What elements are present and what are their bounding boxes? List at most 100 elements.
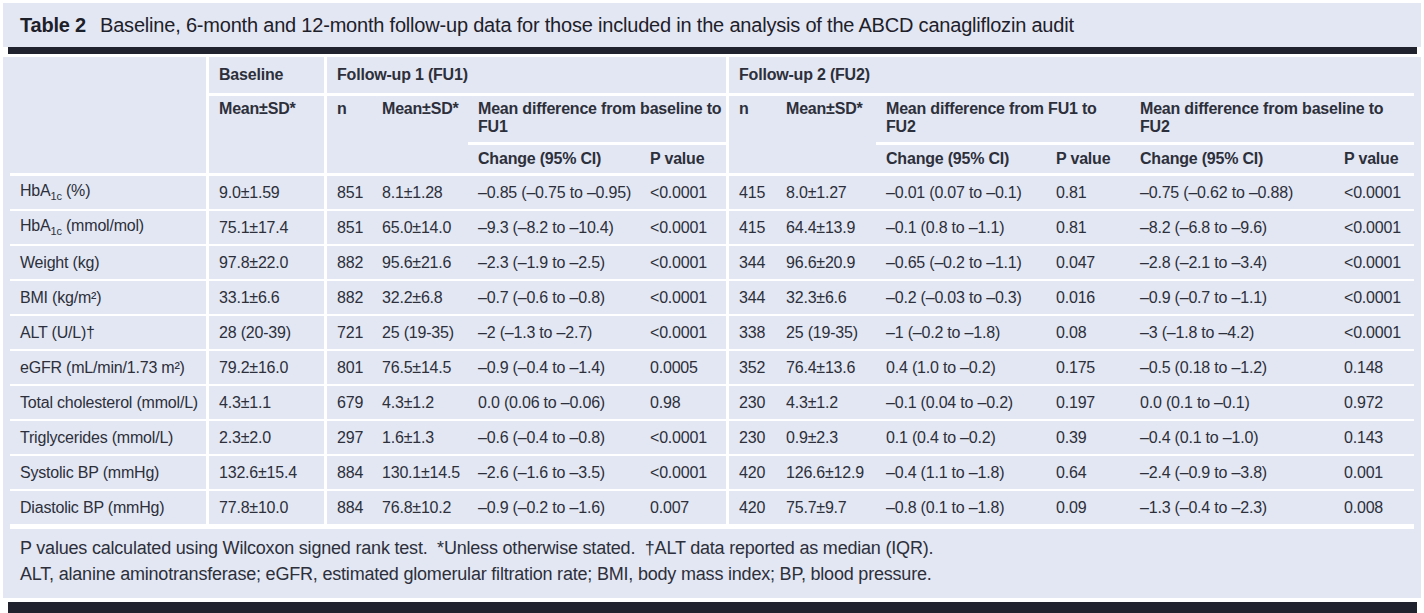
cell-b2-change: –8.2 (–6.8 to –9.6)	[1130, 211, 1334, 246]
cell-fu2-p: 0.81	[1046, 176, 1130, 211]
cell-fu2-change: –0.2 (–0.03 to –0.3)	[876, 281, 1046, 316]
row-label: ALT (U/L)†	[10, 316, 206, 351]
cell-fu2-change: –0.8 (0.1 to –1.8)	[876, 491, 1046, 526]
cell-b2-change: –0.9 (–0.7 to –1.1)	[1130, 281, 1334, 316]
cell-fu1-p: <0.0001	[640, 421, 726, 456]
cell-fu2-change: –0.01 (0.07 to –0.1)	[876, 176, 1046, 211]
cell-fu1-mean: 1.6±1.3	[372, 421, 468, 456]
footnote-abbreviations: ALT, alanine aminotransferase; eGFR, est…	[20, 561, 1414, 587]
footnotes: P values calculated using Wilcoxon signe…	[10, 526, 1414, 587]
cell-fu2-mean: 32.3±6.6	[776, 281, 876, 316]
cell-baseline: 79.2±16.0	[206, 351, 324, 386]
cell-fu1-mean: 32.2±6.8	[372, 281, 468, 316]
cell-fu1-n: 851	[324, 176, 372, 211]
cell-fu1-mean: 8.1±1.28	[372, 176, 468, 211]
cell-b2-change: –0.4 (0.1 to –1.0)	[1130, 421, 1334, 456]
cell-b2-change: –0.75 (–0.62 to –0.88)	[1130, 176, 1334, 211]
cell-fu2-n: 230	[726, 421, 776, 456]
header-fu2-mean-sd: Mean±SD*	[776, 96, 876, 176]
cell-fu2-p: 0.175	[1046, 351, 1130, 386]
cell-fu2-p: 0.39	[1046, 421, 1130, 456]
row-label-subscript: 1c	[51, 226, 62, 238]
table-row: eGFR (mL/min/1.73 m²)79.2±16.080176.5±14…	[10, 351, 1414, 386]
table-number: Table 2	[20, 14, 86, 37]
table-row: Triglycerides (mmol/L)2.3±2.02971.6±1.3–…	[10, 421, 1414, 456]
header-diff-baseline-fu2: Mean difference from baseline to FU2	[1130, 96, 1414, 145]
cell-fu2-n: 344	[726, 281, 776, 316]
cell-fu2-mean: 25 (19-35)	[776, 316, 876, 351]
cell-fu2-mean: 76.4±13.6	[776, 351, 876, 386]
cell-fu2-n: 415	[726, 176, 776, 211]
cell-fu1-n: 851	[324, 211, 372, 246]
cell-fu1-mean: 76.5±14.5	[372, 351, 468, 386]
cell-b2-p: <0.0001	[1334, 246, 1414, 281]
row-label-text: ALT (U/L)†	[20, 324, 95, 341]
header-fu2-pvalue: P value	[1046, 145, 1130, 176]
row-label-text: Diastolic BP (mmHg)	[20, 499, 164, 516]
header-b2-pvalue: P value	[1334, 145, 1414, 176]
cell-fu2-mean: 4.3±1.2	[776, 386, 876, 421]
cell-fu1-p: <0.0001	[640, 316, 726, 351]
header-fu2-n: n	[726, 96, 776, 176]
cell-b2-p: <0.0001	[1334, 176, 1414, 211]
cell-fu1-change: –0.85 (–0.75 to –0.95)	[468, 176, 640, 211]
cell-fu1-change: –0.7 (–0.6 to –0.8)	[468, 281, 640, 316]
cell-fu2-n: 420	[726, 456, 776, 491]
table-row: Diastolic BP (mmHg)77.8±10.088476.8±10.2…	[10, 491, 1414, 526]
table-row: Total cholesterol (mmol/L)4.3±1.16794.3±…	[10, 386, 1414, 421]
cell-fu2-p: 0.81	[1046, 211, 1130, 246]
cell-fu1-mean: 95.6±21.6	[372, 246, 468, 281]
row-label: BMI (kg/m²)	[10, 281, 206, 316]
cell-b2-change: 0.0 (0.1 to –0.1)	[1130, 386, 1334, 421]
row-label: eGFR (mL/min/1.73 m²)	[10, 351, 206, 386]
cell-baseline: 9.0±1.59	[206, 176, 324, 211]
cell-fu1-change: –0.6 (–0.4 to –0.8)	[468, 421, 640, 456]
cell-fu1-mean: 76.8±10.2	[372, 491, 468, 526]
header-fu2-group: Follow-up 2 (FU2)	[726, 57, 1414, 96]
table-row: HbA1c (%)9.0±1.598518.1±1.28–0.85 (–0.75…	[10, 176, 1414, 211]
cell-fu1-change: –0.9 (–0.2 to –1.6)	[468, 491, 640, 526]
cell-fu2-change: 0.4 (1.0 to –0.2)	[876, 351, 1046, 386]
row-label-text: (%)	[62, 182, 91, 199]
cell-b2-p: 0.148	[1334, 351, 1414, 386]
cell-fu1-p: <0.0001	[640, 456, 726, 491]
row-label: HbA1c (%)	[10, 176, 206, 211]
cell-b2-change: –1.3 (–0.4 to –2.3)	[1130, 491, 1334, 526]
cell-fu2-change: –0.1 (0.04 to –0.2)	[876, 386, 1046, 421]
cell-fu1-change: 0.0 (0.06 to –0.06)	[468, 386, 640, 421]
header-group-row: Baseline Follow-up 1 (FU1) Follow-up 2 (…	[10, 57, 1414, 96]
header-fu1-mean-sd: Mean±SD*	[372, 96, 468, 176]
row-label-text: HbA	[20, 182, 51, 199]
cell-fu1-mean: 25 (19-35)	[372, 316, 468, 351]
cell-baseline: 28 (20-39)	[206, 316, 324, 351]
cell-fu2-change: –0.65 (–0.2 to –1.1)	[876, 246, 1046, 281]
header-fu2-change: Change (95% CI)	[876, 145, 1046, 176]
row-label-text: BMI (kg/m²)	[20, 289, 101, 306]
cell-b2-change: –3 (–1.8 to –4.2)	[1130, 316, 1334, 351]
cell-b2-p: <0.0001	[1334, 281, 1414, 316]
cell-fu2-change: –1 (–0.2 to –1.8)	[876, 316, 1046, 351]
cell-fu2-p: 0.09	[1046, 491, 1130, 526]
cell-fu1-mean: 130.1±14.5	[372, 456, 468, 491]
row-label: Total cholesterol (mmol/L)	[10, 386, 206, 421]
data-table: Baseline Follow-up 1 (FU1) Follow-up 2 (…	[10, 57, 1414, 526]
cell-fu2-p: 0.016	[1046, 281, 1130, 316]
cell-fu2-n: 344	[726, 246, 776, 281]
header-fu1-n: n	[324, 96, 372, 176]
cell-fu2-n: 415	[726, 211, 776, 246]
cell-fu1-p: 0.007	[640, 491, 726, 526]
cell-fu1-change: –2.6 (–1.6 to –3.5)	[468, 456, 640, 491]
cell-b2-p: <0.0001	[1334, 316, 1414, 351]
row-label-text: (mmol/mol)	[62, 217, 144, 234]
header-baseline-group: Baseline	[206, 57, 324, 96]
header-diff-fu1-fu2: Mean difference from FU1 to FU2	[876, 96, 1130, 145]
header-diff-baseline-fu1: Mean difference from baseline to FU1	[468, 96, 726, 145]
table-row: BMI (kg/m²)33.1±6.688232.2±6.8–0.7 (–0.6…	[10, 281, 1414, 316]
cell-fu1-n: 884	[324, 456, 372, 491]
cell-fu1-n: 801	[324, 351, 372, 386]
cell-fu1-n: 679	[324, 386, 372, 421]
cell-fu1-change: –2.3 (–1.9 to –2.5)	[468, 246, 640, 281]
row-label-text: Systolic BP (mmHg)	[20, 464, 159, 481]
cell-b2-p: 0.008	[1334, 491, 1414, 526]
cell-baseline: 75.1±17.4	[206, 211, 324, 246]
